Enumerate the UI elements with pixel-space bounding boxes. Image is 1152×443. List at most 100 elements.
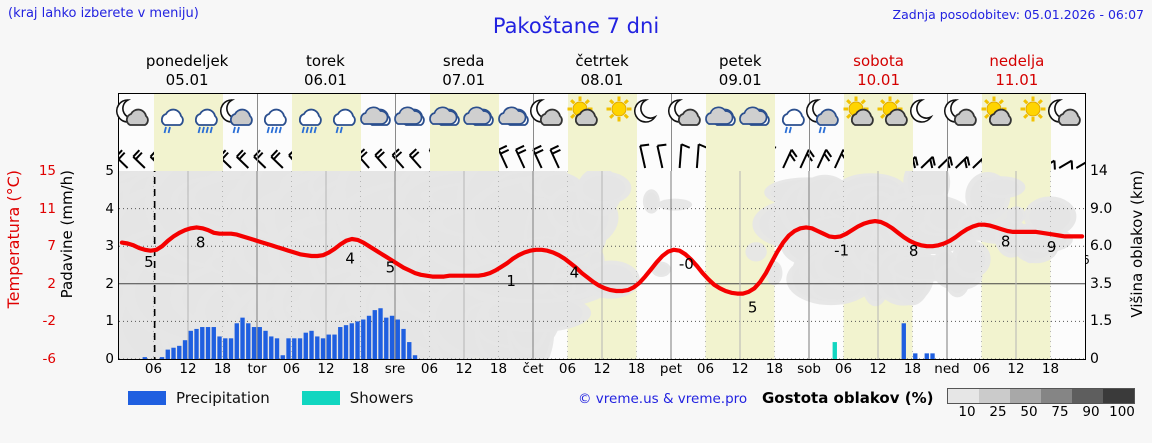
cloud-tick: 6.0 [1090, 238, 1113, 255]
precip-tick: 1 [105, 313, 114, 330]
precip-tick: 3 [105, 238, 114, 255]
day-name: petek [718, 52, 762, 70]
x-tick: 06 [420, 361, 439, 377]
cloud-density-step [1041, 389, 1072, 403]
x-tick: 12 [317, 361, 335, 377]
day-separator [395, 138, 396, 171]
temperature-label: 5 [144, 253, 154, 271]
wind-barb [1058, 159, 1074, 170]
daylight-band [602, 138, 637, 171]
day-header-1: ponedeljek 05.01 [118, 52, 256, 92]
wind-barb [639, 143, 650, 169]
temperature-label: 4 [570, 264, 580, 282]
temperature-label: 4 [345, 249, 355, 267]
wind-barb-row [119, 138, 1085, 171]
daylight-band [291, 138, 326, 171]
temperature-label: 8 [1001, 232, 1011, 250]
cloud-rain-icon [254, 95, 294, 136]
cloud-icon [392, 95, 432, 136]
x-tick: 18 [765, 361, 784, 377]
temperature-label: 8 [196, 233, 206, 251]
cloud-axis-ticks: 149.06.03.51.506 [1082, 0, 1130, 443]
day-name: četrtek [575, 52, 629, 70]
copyright-link[interactable]: © vreme.us & vreme.pro [578, 391, 748, 407]
moon-cloud-icon [1047, 95, 1088, 136]
sun-cloud-icon [875, 95, 915, 136]
temperature-tick: -6 [42, 351, 56, 367]
wind-barb [656, 143, 667, 169]
temperature-label: 5 [386, 258, 396, 276]
day-header-5: petek 09.01 [671, 52, 809, 92]
cloud-rain-icon [289, 95, 329, 136]
x-tick: 18 [489, 361, 508, 377]
cloud-tick: 0 [1090, 351, 1099, 367]
daylight-band [843, 138, 878, 171]
day-separator [257, 94, 258, 138]
temperature-label: -1 [834, 241, 849, 259]
x-tick: 06 [834, 361, 853, 377]
wind-barb [920, 156, 936, 169]
cloud-density-tick: 90 [1082, 404, 1100, 420]
moon-cloud-rain-light-icon [806, 95, 846, 136]
cloud-density-step [948, 389, 979, 403]
precipitation-legend-label: Precipitation [176, 389, 270, 407]
cloud-icon [461, 95, 501, 136]
daylight-band [326, 138, 361, 171]
sun-cloud-icon [979, 95, 1019, 136]
wind-barb [119, 149, 129, 169]
day-header-4: četrtek 08.01 [533, 52, 671, 92]
x-tick: 06 [144, 361, 163, 377]
x-tick: 12 [593, 361, 611, 377]
day-header-6: sobota 10.01 [809, 52, 947, 92]
x-axis-ticks: 06 12 18 tor 06 12 18 sre 06 12 18 čet 06 12 18 pet 06 12… [118, 361, 1086, 381]
location-hint: (kraj lahko izberete v meniju) [8, 6, 199, 21]
temperature-tick: 11 [38, 200, 56, 217]
cloud-rain-light-icon [151, 95, 191, 136]
wind-barb [253, 149, 267, 169]
wind-barb [514, 144, 527, 169]
last-updated: Zadnja posodobitev: 05.01.2026 - 06:07 [892, 7, 1144, 22]
day-header-7: nedelja 11.01 [948, 52, 1086, 92]
cloud-density-step [1010, 389, 1041, 403]
daylight-band [981, 138, 1016, 171]
temperature-label: 8 [909, 242, 919, 260]
cloud-tick: 1.5 [1090, 313, 1113, 330]
cloud-density-step [979, 389, 1010, 403]
daylight-band [740, 138, 775, 171]
wind-barb [270, 149, 284, 169]
day-name: sreda [442, 52, 485, 70]
x-tick: sre [384, 361, 406, 377]
wind-barb [937, 156, 954, 169]
cloud-rain-icon [185, 95, 225, 136]
cloud-density-legend: Gostota oblakov (%) 10 25 50 75 90 100 [762, 386, 1142, 426]
temperature-label: 1 [506, 272, 516, 290]
x-tick: sob [797, 361, 821, 377]
cloud-tick: 9.0 [1090, 200, 1113, 217]
page-title: Pakoštane 7 dni [492, 14, 660, 38]
wind-barb [532, 144, 544, 169]
daylight-band [705, 138, 740, 171]
cloud-density-tick: 25 [989, 404, 1007, 420]
cloud-density-legend-title: Gostota oblakov (%) [762, 389, 934, 407]
daylight-band [878, 138, 913, 171]
cloud-icon [703, 95, 743, 136]
wind-barb [408, 148, 422, 169]
moon-cloud-icon [116, 95, 156, 136]
day-date: 09.01 [718, 71, 762, 89]
temperature-label: 9 [1047, 238, 1057, 256]
series-legend: Precipitation Showers [128, 388, 413, 408]
precip-axis-ticks: 5 4 3 2 1 0 [56, 0, 114, 443]
precipitation-bars [142, 308, 935, 359]
moon-icon [633, 95, 674, 136]
precip-tick: 4 [105, 200, 114, 217]
sun-icon [599, 95, 639, 136]
x-tick: 12 [455, 361, 473, 377]
cloud-tick: 14 [1090, 163, 1108, 179]
cloud-density-tick: 100 [1109, 404, 1135, 420]
x-tick: 12 [731, 361, 749, 377]
cloud-icon [496, 95, 536, 136]
showers-legend-label: Showers [349, 389, 414, 407]
moon-cloud-icon [944, 95, 984, 136]
